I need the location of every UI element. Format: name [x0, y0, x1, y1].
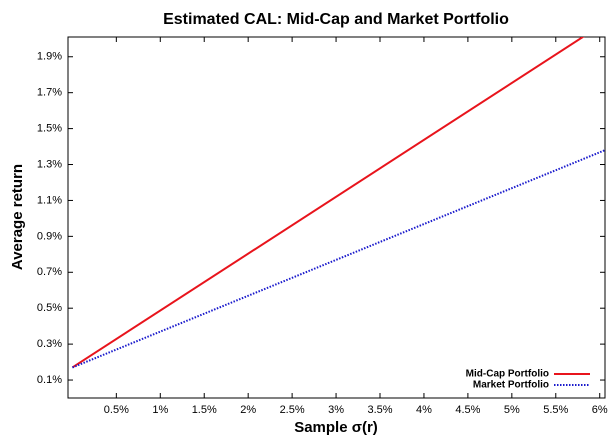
x-tick-label: 1% — [152, 404, 168, 416]
x-tick-label: 5.5% — [543, 404, 568, 416]
x-tick-label: 3.5% — [367, 404, 392, 416]
y-tick-label: 1.5% — [37, 123, 62, 135]
series-line — [71, 37, 585, 369]
y-tick-label: 1.1% — [37, 194, 62, 206]
x-tick-label: 1.5% — [192, 404, 217, 416]
x-tick-label: 2.5% — [280, 404, 305, 416]
y-tick-label: 0.3% — [37, 338, 62, 350]
x-tick-label: 4.5% — [455, 404, 480, 416]
x-tick-label: 5% — [504, 404, 520, 416]
series-line — [72, 149, 605, 369]
y-tick-label: 0.5% — [37, 302, 62, 314]
plot-frame — [67, 36, 606, 399]
x-tick-label: 2% — [240, 404, 256, 416]
x-tick-label: 3% — [328, 404, 344, 416]
legend-label: Mid-Cap Portfolio — [466, 369, 549, 380]
y-tick-label: 1.9% — [37, 51, 62, 63]
y-tick-label: 0.1% — [37, 374, 62, 386]
y-tick-label: 1.7% — [37, 87, 62, 99]
x-tick-label: 4% — [416, 404, 432, 416]
y-tick-label: 0.7% — [37, 266, 62, 278]
chart-title: Estimated CAL: Mid-Cap and Market Portfo… — [163, 11, 509, 28]
plot-area — [71, 37, 605, 369]
x-tick-label: 0.5% — [104, 404, 129, 416]
legend-label: Market Portfolio — [473, 380, 549, 391]
y-tick-label: 0.9% — [37, 230, 62, 242]
y-tick-label: 1.3% — [37, 158, 62, 170]
x-tick-label: 6% — [592, 404, 608, 416]
y-axis-label: Average return — [9, 164, 26, 270]
x-axis-label: Sample σ(r) — [294, 419, 378, 435]
